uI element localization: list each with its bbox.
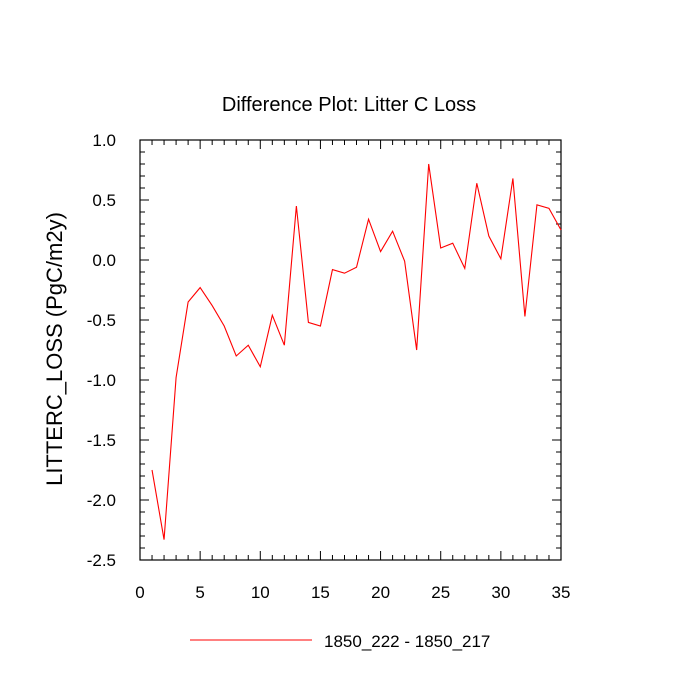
series-line	[151, 163, 562, 540]
y-tick-label: -1.0	[87, 371, 116, 390]
x-tick-label: 30	[491, 583, 510, 602]
y-axis-title: LITTERC_LOSS (PgC/m2y)	[42, 212, 67, 486]
y-tick-label: 0.0	[92, 251, 116, 270]
x-tick-label: 35	[552, 583, 571, 602]
legend: 1850_222 - 1850_217	[190, 632, 490, 651]
y-tick-label: -1.5	[87, 431, 116, 450]
y-axis-title-group: LITTERC_LOSS (PgC/m2y)	[42, 212, 67, 486]
x-tick-label: 20	[371, 583, 390, 602]
y-tick-label: -2.0	[87, 491, 116, 510]
y-tick-label: 1.0	[92, 131, 116, 150]
plot-area: 0 5 10 15 20 25 30 35 -2.5 -2.0 -1.5 -1.0 -0.5 0.0 0.5…	[87, 131, 571, 602]
x-tick-label: 25	[431, 583, 450, 602]
chart-title: Difference Plot: Litter C Loss	[222, 94, 476, 116]
x-tick-label: 0	[135, 583, 144, 602]
legend-label: 1850_222 - 1850_217	[324, 632, 490, 651]
y-tick-label: -0.5	[87, 311, 116, 330]
x-tick-label: 5	[195, 583, 204, 602]
y-tick-label: 0.5	[92, 191, 116, 210]
plot-frame	[139, 139, 562, 561]
y-tick-label: -2.5	[87, 551, 116, 570]
x-tick-label: 15	[311, 583, 330, 602]
x-tick-label: 10	[251, 583, 270, 602]
